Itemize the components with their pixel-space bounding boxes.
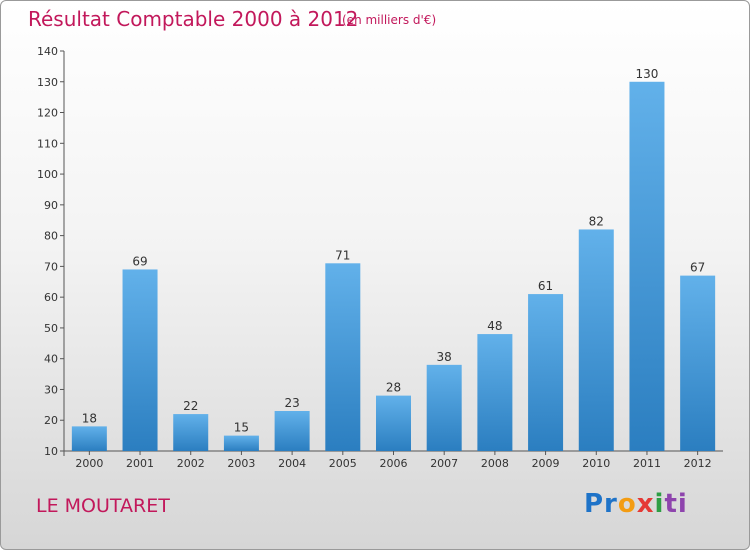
y-tick-label: 130: [37, 76, 58, 89]
bar: [629, 81, 665, 452]
x-tick-label: 2003: [227, 457, 255, 470]
x-tick-label: 2008: [481, 457, 509, 470]
bar: [376, 395, 411, 451]
bar: [223, 435, 259, 451]
y-tick-label: 90: [44, 199, 58, 212]
y-tick-label: 80: [44, 230, 58, 243]
bar: [680, 275, 716, 451]
y-tick-label: 10: [44, 445, 58, 458]
y-tick-label: 60: [44, 291, 58, 304]
bar: [274, 411, 310, 451]
y-tick-label: 50: [44, 322, 58, 335]
x-tick-label: 2009: [532, 457, 560, 470]
data-label: 67: [690, 261, 705, 275]
data-label: 61: [538, 279, 553, 293]
bar: [173, 414, 209, 451]
bar: [426, 364, 462, 451]
x-tick-label: 2010: [582, 457, 610, 470]
x-tick-label: 2002: [177, 457, 205, 470]
data-label: 38: [437, 350, 452, 364]
chart-subtitle: (en milliers d'€): [342, 13, 437, 27]
chart-title: Résultat Comptable 2000 à 2012: [28, 7, 359, 31]
data-label: 18: [82, 411, 97, 425]
bar: [122, 269, 158, 451]
data-label: 82: [589, 214, 604, 228]
proxiti-logo: Proxiti: [584, 489, 688, 519]
y-tick-label: 110: [37, 137, 58, 150]
data-label: 23: [284, 396, 299, 410]
logo-part: i: [654, 489, 665, 519]
bar: [71, 426, 107, 451]
place-name: LE MOUTARET: [36, 495, 170, 517]
data-label: 69: [132, 254, 147, 268]
data-label: 22: [183, 399, 198, 413]
x-tick-label: 2000: [75, 457, 103, 470]
bar: [325, 263, 361, 451]
x-tick-label: 2001: [126, 457, 154, 470]
logo-part: x: [636, 489, 655, 519]
x-tick-label: 2004: [278, 457, 306, 470]
y-tick-label: 40: [44, 353, 58, 366]
data-label: 28: [386, 381, 401, 395]
data-label: 130: [636, 67, 659, 81]
data-label: 71: [335, 248, 350, 262]
x-tick-label: 2006: [380, 457, 408, 470]
data-label: 48: [487, 319, 502, 333]
bar: [477, 334, 513, 451]
y-tick-label: 70: [44, 260, 58, 273]
logo-part: ti: [664, 489, 688, 519]
y-tick-label: 100: [37, 168, 58, 181]
x-tick-label: 2005: [329, 457, 357, 470]
logo-part: Pr: [584, 489, 618, 519]
y-tick-label: 20: [44, 414, 58, 427]
bar: [528, 294, 564, 451]
y-tick-label: 30: [44, 383, 58, 396]
y-tick-label: 120: [37, 107, 58, 120]
x-tick-label: 2012: [684, 457, 712, 470]
x-tick-label: 2011: [633, 457, 661, 470]
x-tick-label: 2007: [430, 457, 458, 470]
y-tick-label: 140: [37, 45, 58, 58]
bar: [578, 229, 614, 451]
logo-part: o: [617, 489, 637, 519]
data-label: 15: [234, 421, 249, 435]
